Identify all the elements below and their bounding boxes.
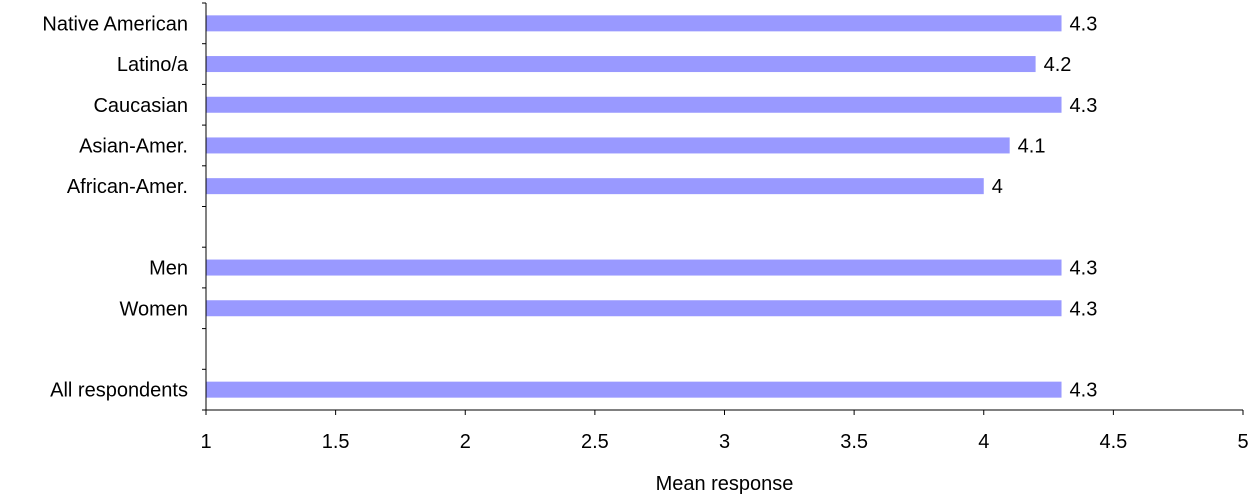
- x-tick-label: 5: [1237, 431, 1248, 453]
- x-axis-title: Mean response: [656, 473, 794, 495]
- bar-value-label: 4: [992, 176, 1003, 198]
- x-tick-label: 4.5: [1099, 431, 1127, 453]
- category-label: Latino/a: [117, 54, 189, 76]
- x-tick-label: 3.5: [840, 431, 868, 453]
- bar: [206, 96, 1062, 113]
- category-label: Men: [149, 258, 188, 280]
- x-tick-label: 2.5: [581, 431, 609, 453]
- x-tick-label: 4: [978, 431, 989, 453]
- category-label: Asian-Amer.: [79, 135, 188, 157]
- bar: [206, 137, 1010, 154]
- x-axis: 1 1.5 2 2.5 3 3.5 4 4.5 5: [200, 409, 1249, 453]
- bar: [206, 300, 1062, 317]
- x-tick-label: 3: [719, 431, 730, 453]
- bar: [206, 56, 1036, 73]
- bar: [206, 15, 1062, 32]
- y-axis: Native American Latino/a Caucasian Asian-Am…: [42, 2, 207, 411]
- bar-value-label: 4.3: [1070, 258, 1098, 280]
- category-label: All respondents: [50, 380, 188, 402]
- bar: [206, 381, 1062, 398]
- bar-value-label: 4.1: [1018, 135, 1046, 157]
- category-label: Women: [119, 298, 188, 320]
- bar-value-label: 4.2: [1044, 54, 1072, 76]
- category-label: Caucasian: [93, 95, 188, 117]
- x-tick-label: 1.5: [322, 431, 350, 453]
- data-labels-group: 4.3 4.2 4.3 4.1 4 4.3 4.3 4.3: [992, 13, 1098, 401]
- bars-group: [206, 15, 1062, 398]
- category-label: Native American: [42, 13, 188, 35]
- bar-value-label: 4.3: [1070, 13, 1098, 35]
- bar: [206, 178, 984, 195]
- x-tick-label: 1: [200, 431, 211, 453]
- x-tick-label: 2: [460, 431, 471, 453]
- bar: [206, 259, 1062, 276]
- category-label: African-Amer.: [67, 176, 188, 198]
- bar-value-label: 4.3: [1070, 298, 1098, 320]
- bar-value-label: 4.3: [1070, 95, 1098, 117]
- bar-value-label: 4.3: [1070, 380, 1098, 402]
